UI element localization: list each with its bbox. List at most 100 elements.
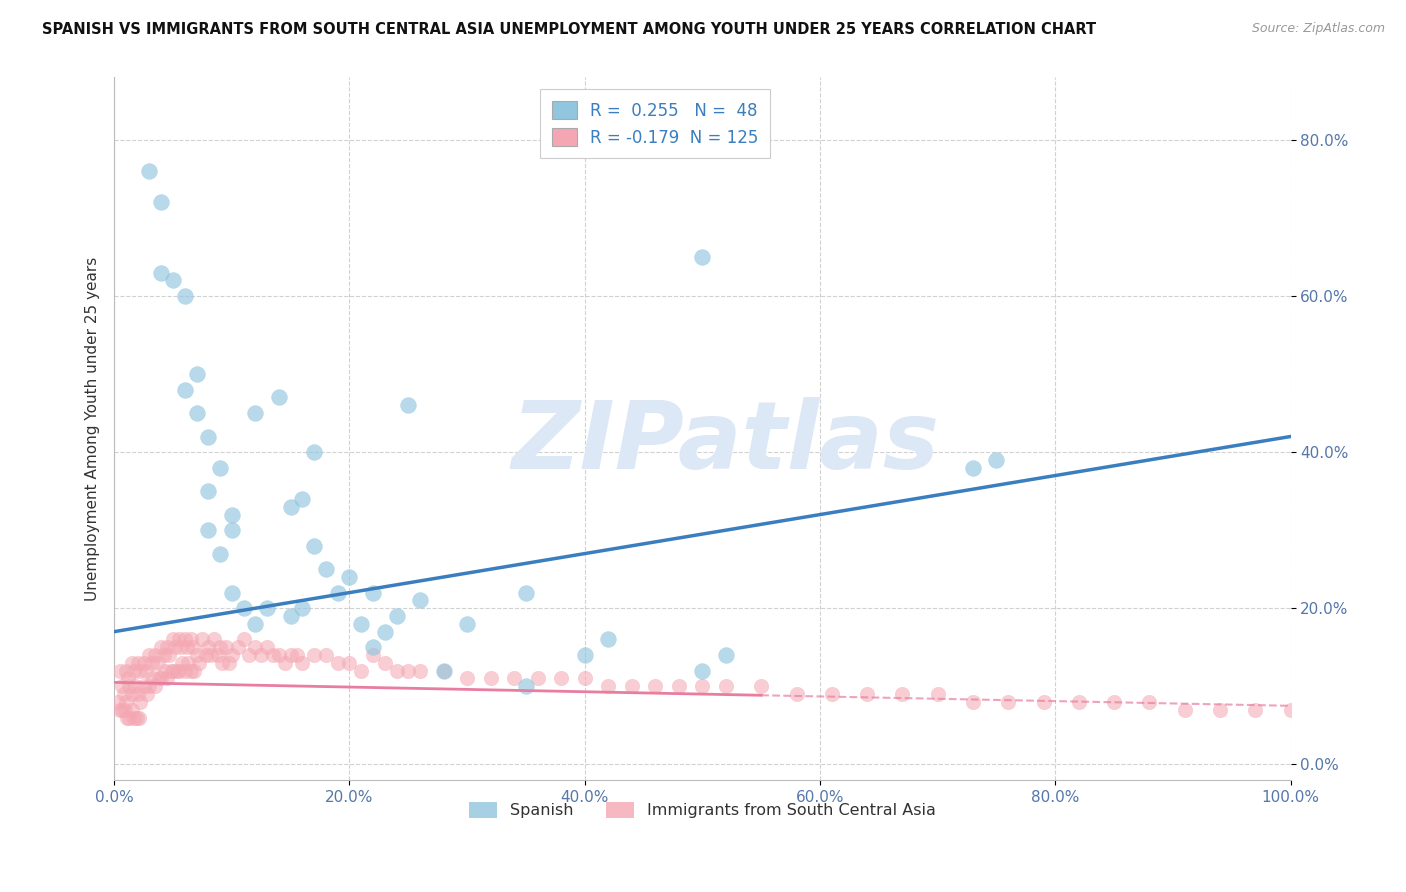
Point <box>302 539 325 553</box>
Point <box>129 695 152 709</box>
Point <box>238 648 260 662</box>
Point <box>550 672 572 686</box>
Point <box>692 250 714 264</box>
Point <box>291 601 314 615</box>
Point <box>165 640 187 655</box>
Point <box>209 460 232 475</box>
Point <box>159 664 181 678</box>
Point <box>986 453 1008 467</box>
Legend: Spanish, Immigrants from South Central Asia: Spanish, Immigrants from South Central A… <box>463 796 942 825</box>
Point <box>574 672 596 686</box>
Point <box>156 640 179 655</box>
Point <box>856 687 879 701</box>
Point <box>115 664 138 678</box>
Point <box>173 632 195 647</box>
Point <box>111 679 134 693</box>
Point <box>215 640 238 655</box>
Point <box>153 664 176 678</box>
Point <box>173 664 195 678</box>
Point <box>302 648 325 662</box>
Point <box>135 664 157 678</box>
Point <box>111 703 134 717</box>
Point <box>127 687 149 701</box>
Point <box>226 640 249 655</box>
Point <box>162 664 184 678</box>
Point <box>256 640 278 655</box>
Point <box>245 406 267 420</box>
Point <box>409 593 432 607</box>
Point <box>194 648 217 662</box>
Point <box>128 710 150 724</box>
Text: SPANISH VS IMMIGRANTS FROM SOUTH CENTRAL ASIA UNEMPLOYMENT AMONG YOUTH UNDER 25 : SPANISH VS IMMIGRANTS FROM SOUTH CENTRAL… <box>42 22 1097 37</box>
Point <box>692 679 714 693</box>
Point <box>891 687 914 701</box>
Point <box>183 664 205 678</box>
Point <box>124 679 146 693</box>
Point <box>221 508 243 522</box>
Point <box>232 601 254 615</box>
Point <box>145 648 167 662</box>
Point <box>221 585 243 599</box>
Point <box>456 616 478 631</box>
Point <box>267 648 290 662</box>
Point <box>714 679 737 693</box>
Point <box>132 656 155 670</box>
Point <box>361 585 384 599</box>
Point <box>1174 703 1197 717</box>
Point <box>191 632 214 647</box>
Point <box>456 672 478 686</box>
Text: ZIPatlas: ZIPatlas <box>512 397 941 489</box>
Point <box>125 710 148 724</box>
Point <box>200 648 222 662</box>
Point <box>121 687 143 701</box>
Point <box>962 695 984 709</box>
Point <box>232 632 254 647</box>
Point <box>170 640 193 655</box>
Point <box>121 656 143 670</box>
Point <box>396 664 419 678</box>
Point <box>339 570 361 584</box>
Point <box>350 616 373 631</box>
Point <box>176 640 198 655</box>
Point <box>1067 695 1090 709</box>
Point <box>1139 695 1161 709</box>
Point <box>115 710 138 724</box>
Y-axis label: Unemployment Among Youth under 25 years: Unemployment Among Youth under 25 years <box>86 257 100 601</box>
Point <box>150 672 173 686</box>
Point <box>221 523 243 537</box>
Point <box>108 664 131 678</box>
Point <box>315 562 337 576</box>
Point <box>374 656 396 670</box>
Point <box>167 664 190 678</box>
Point <box>218 656 240 670</box>
Point <box>432 664 454 678</box>
Point <box>138 648 160 662</box>
Point <box>172 656 194 670</box>
Point <box>114 703 136 717</box>
Point <box>180 632 202 647</box>
Point <box>121 703 143 717</box>
Point <box>339 656 361 670</box>
Point <box>1279 703 1302 717</box>
Point <box>132 679 155 693</box>
Point <box>173 383 195 397</box>
Point <box>197 429 219 443</box>
Point <box>180 664 202 678</box>
Point <box>350 664 373 678</box>
Point <box>186 406 208 420</box>
Point <box>136 687 159 701</box>
Point <box>291 656 314 670</box>
Point <box>209 640 232 655</box>
Point <box>267 391 290 405</box>
Point <box>927 687 949 701</box>
Point <box>162 632 184 647</box>
Point <box>146 656 169 670</box>
Point <box>112 687 135 701</box>
Text: Source: ZipAtlas.com: Source: ZipAtlas.com <box>1251 22 1385 36</box>
Point <box>108 703 131 717</box>
Point <box>644 679 666 693</box>
Point <box>515 679 537 693</box>
Point <box>821 687 844 701</box>
Point <box>162 273 184 287</box>
Point <box>526 672 548 686</box>
